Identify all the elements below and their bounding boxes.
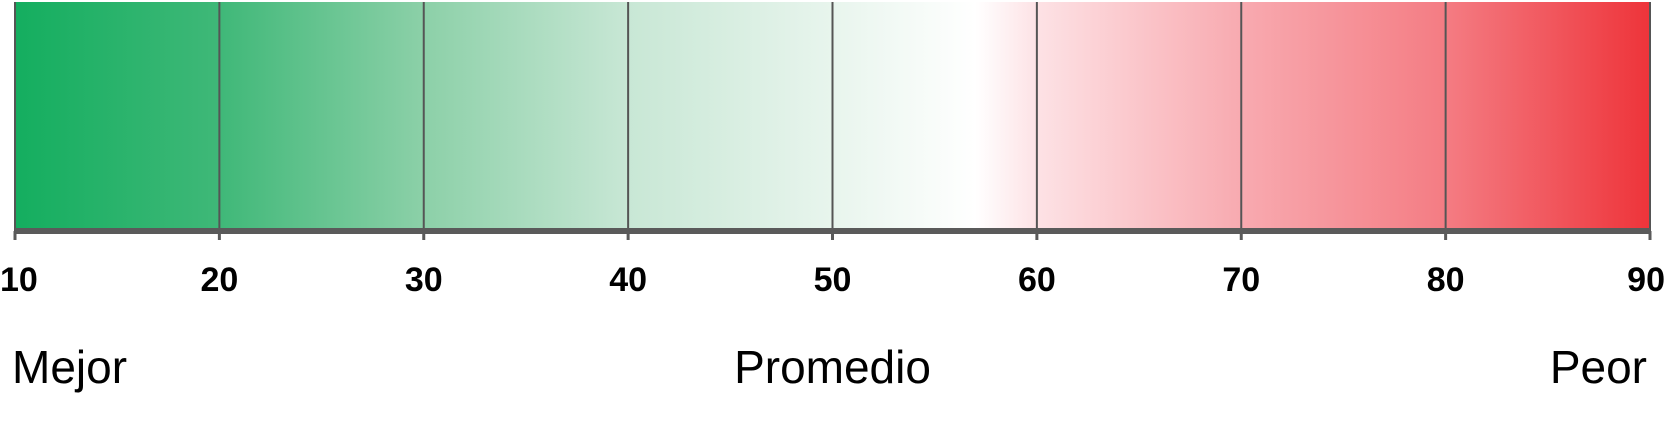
x-tick-label: 70 [1222, 261, 1260, 299]
category-label-peor: Peor [1550, 341, 1647, 393]
x-tick-label: 80 [1427, 261, 1465, 299]
category-label-promedio: Promedio [734, 341, 931, 393]
x-tick-label: 10 [0, 261, 38, 299]
x-axis-tick-labels: 10 20 30 40 50 60 70 80 90 [0, 261, 1665, 299]
x-tick-label: 90 [1627, 261, 1665, 299]
x-axis-ticks [13, 231, 1652, 240]
x-tick-label: 20 [200, 261, 238, 299]
x-tick-label: 60 [1018, 261, 1056, 299]
gridlines [14, 2, 1651, 231]
category-labels: Mejor Promedio Peor [12, 341, 1647, 393]
x-tick-label: 30 [405, 261, 443, 299]
category-label-mejor: Mejor [12, 341, 127, 393]
x-tick-label: 40 [609, 261, 647, 299]
x-tick-label: 50 [814, 261, 852, 299]
